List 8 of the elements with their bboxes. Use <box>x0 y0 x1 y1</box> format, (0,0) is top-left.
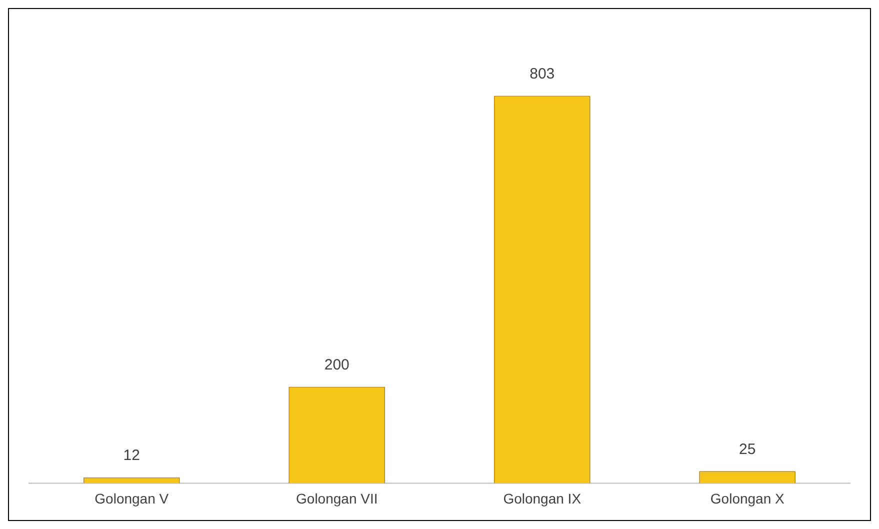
x-tick-label: Golongan VII <box>296 490 378 506</box>
data-label: 803 <box>530 65 555 82</box>
data-label: 25 <box>739 440 756 458</box>
x-tick-label: Golongan IX <box>503 490 582 506</box>
data-label: 200 <box>324 356 350 374</box>
x-tick-label: Golongan V <box>94 490 170 506</box>
x-tick-label: Golongan X <box>710 490 786 506</box>
data-label: 12 <box>123 447 140 464</box>
